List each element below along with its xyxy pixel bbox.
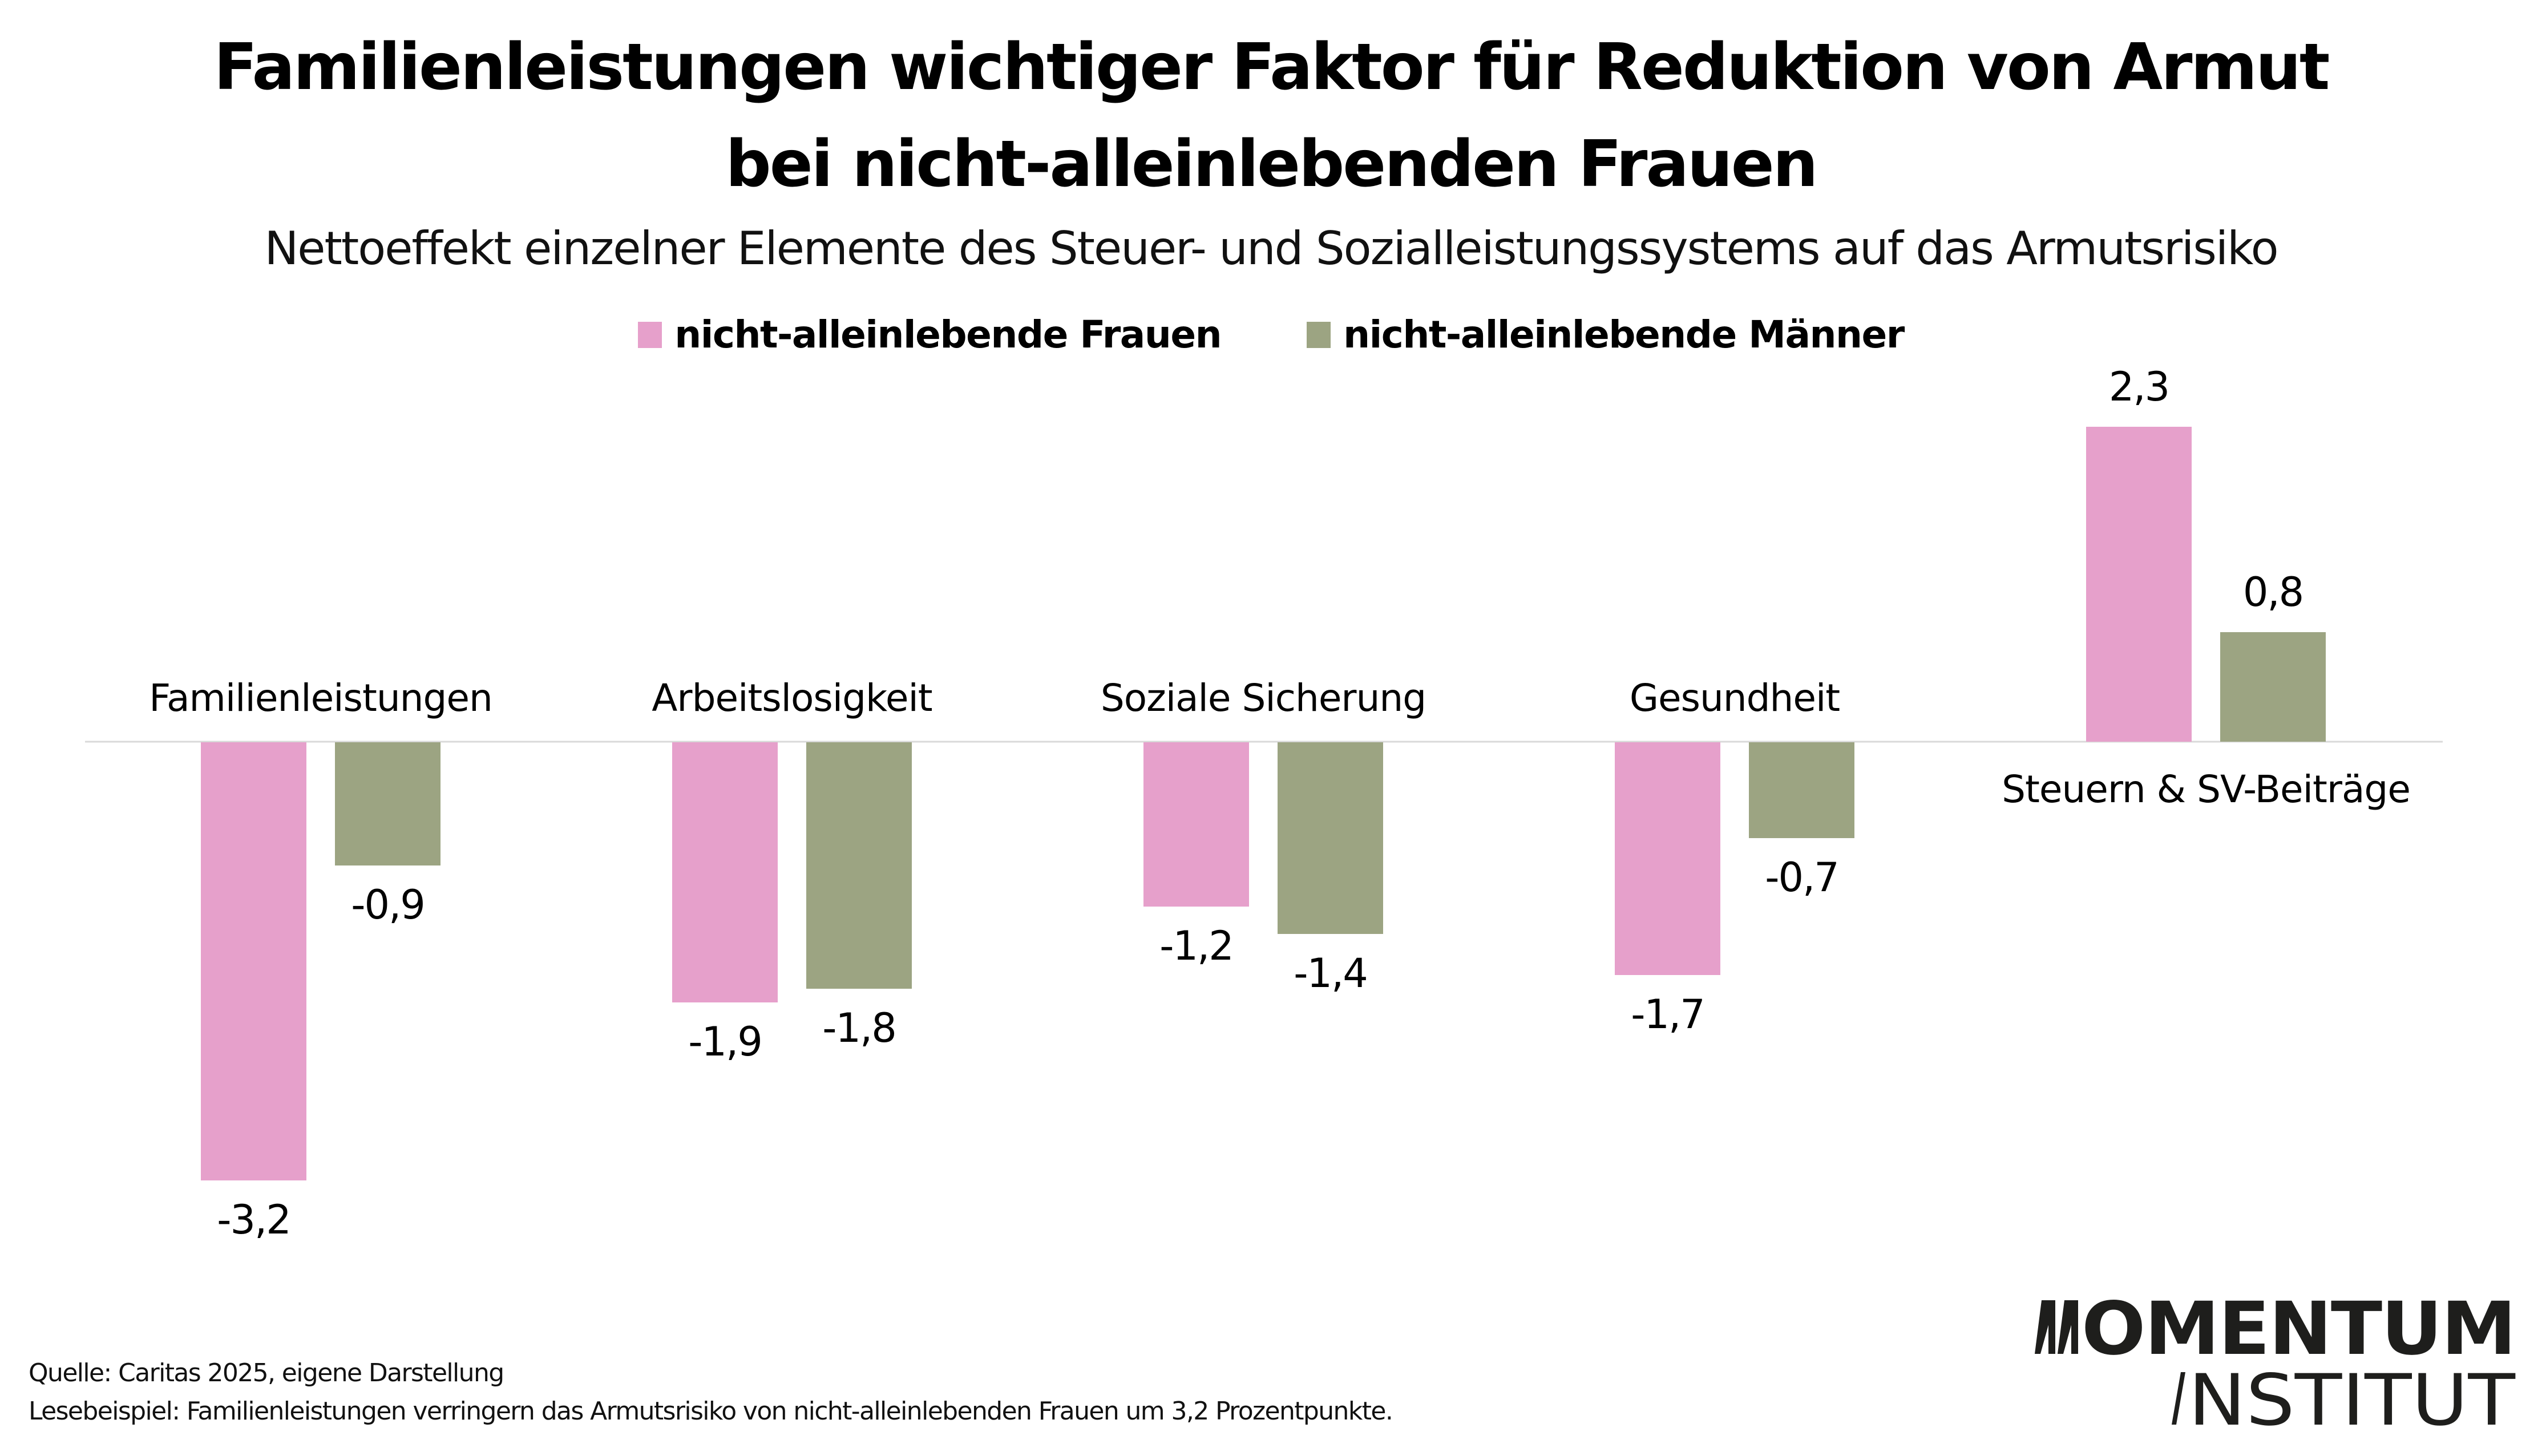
momentum-institut-logo: OMENTUM NSTITUT [2035,1295,2516,1432]
legend-label-men: nicht-alleinlebende Männer [1343,313,1905,357]
category-label-arbeitslosigkeit: Arbeitslosigkeit [652,676,932,720]
logo-line-1: OMENTUM [2082,1295,2515,1372]
category-label-gesundheit: Gesundheit [1630,676,1840,720]
chart-subtitle: Nettoeffekt einzelner Elemente des Steue… [264,222,2278,275]
bars-group [201,427,2326,1180]
bar-gesundheit-women [1615,742,1720,975]
category-label-soziale-sicherung: Soziale Sicherung [1101,676,1426,720]
source-note: Quelle: Caritas 2025, eigene Darstellung [29,1358,504,1388]
chart-title-line-1: Familienleistungen wichtiger Faktor für … [213,30,2330,104]
chart-title-line-2: bei nicht-alleinlebenden Frauen [725,127,1818,201]
value-label-arbeitslosigkeit-men: -1,8 [822,1005,896,1051]
value-label-steuern-and-sv-beitraege-men: 0,8 [2243,569,2303,616]
bar-familienleistungen-women [201,742,306,1180]
value-label-gesundheit-women: -1,7 [1631,991,1704,1038]
legend: nicht-alleinlebende Frauen nicht-alleinl… [0,315,2542,355]
legend-swatch-women [638,322,662,348]
value-label-familienleistungen-women: -3,2 [217,1196,290,1243]
reading-example-note: Lesebeispiel: Familienleistungen verring… [29,1397,1393,1426]
value-label-gesundheit-men: -0,7 [1765,854,1838,901]
value-label-arbeitslosigkeit-women: -1,9 [688,1018,762,1065]
legend-label-women: nicht-alleinlebende Frauen [674,313,1222,357]
bar-familienleistungen-men [335,742,440,865]
bar-arbeitslosigkeit-women [672,742,778,1002]
logo-slash-icon [2172,1372,2185,1425]
bar-gesundheit-men [1749,742,1854,838]
legend-swatch-men [1307,322,1331,348]
value-label-soziale-sicherung-women: -1,2 [1159,923,1233,969]
bar-soziale-sicherung-women [1143,742,1249,907]
category-label-familienleistungen: Familienleistungen [149,676,492,720]
bar-arbeitslosigkeit-men [806,742,912,989]
value-label-steuern-and-sv-beitraege-women: 2,3 [2109,363,2169,410]
bar-soziale-sicherung-men [1278,742,1383,934]
category-label-steuern-and-sv-beitraege: Steuern & SV-Beiträge [2002,767,2410,811]
value-labels-group: -3,2 -0,9 -1,9 -1,8 -1,2 -1,4 -1,7 -0,7 2,3 0,8 [217,363,2304,1243]
bar-steuern-and-sv-beitraege-men [2220,632,2326,742]
bar-steuern-and-sv-beitraege-women [2086,427,2192,742]
logo-line-2: NSTITUT [2188,1360,2516,1432]
legend-item-women: nicht-alleinlebende Frauen [638,313,1222,357]
value-label-soziale-sicherung-men: -1,4 [1294,950,1367,997]
value-label-familienleistungen-men: -0,9 [351,881,425,928]
logo-m-slashes-icon [2035,1300,2078,1354]
category-labels-group: Familienleistungen Arbeitslosigkeit Sozial… [149,676,2411,811]
legend-item-men: nicht-alleinlebende Männer [1307,313,1905,357]
